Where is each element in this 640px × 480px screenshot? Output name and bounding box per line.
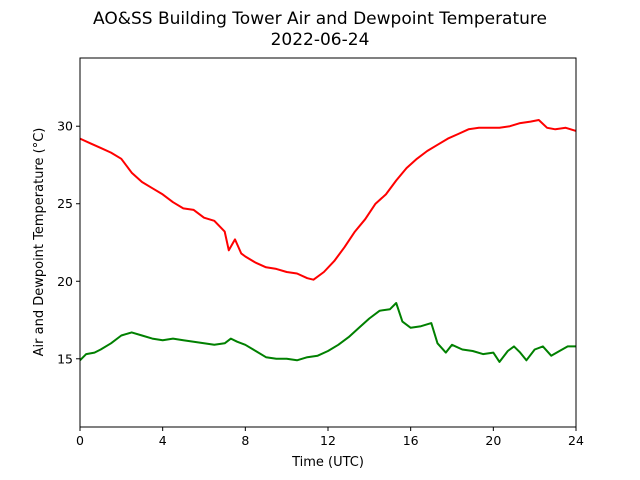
x-tick-label: 0	[76, 433, 84, 448]
chart-subtitle: 2022-06-24	[271, 30, 370, 50]
x-tick-label: 16	[403, 433, 419, 448]
plot-layer	[79, 119, 577, 363]
x-axis-label: Time (UTC)	[291, 455, 364, 470]
x-tick-label: 4	[159, 433, 167, 448]
x-tick-label: 8	[241, 433, 249, 448]
y-tick-label: 15	[57, 351, 73, 366]
x-axis: 0 4 8 12 16 20 24	[76, 427, 584, 448]
y-tick-label: 30	[57, 119, 73, 134]
y-tick-label: 20	[57, 274, 73, 289]
x-tick-label: 12	[320, 433, 336, 448]
x-tick-label: 24	[568, 433, 584, 448]
x-tick-label: 20	[485, 433, 501, 448]
y-axis-label: Air and Dewpoint Temperature (°C)	[32, 128, 47, 357]
series-line-1	[79, 119, 577, 281]
y-axis: 15 20 25 30	[57, 119, 80, 366]
plot-frame	[79, 57, 577, 428]
series-line-2	[79, 302, 576, 363]
y-tick-label: 25	[57, 196, 73, 211]
chart-title: AO&SS Building Tower Air and Dewpoint Te…	[93, 9, 547, 29]
